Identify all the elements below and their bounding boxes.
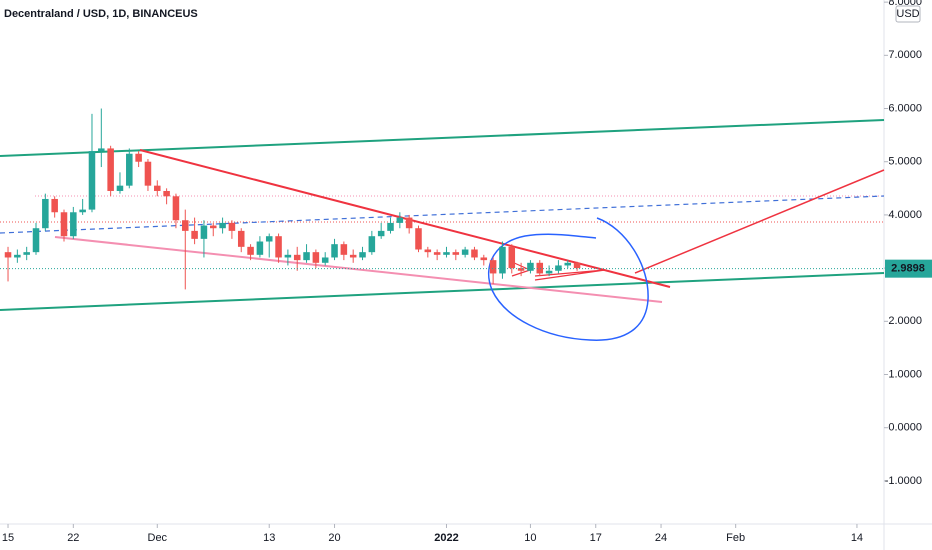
candle-body (70, 212, 77, 237)
candle-body (4, 252, 12, 258)
candle-body (508, 246, 516, 269)
candle-body (14, 254, 21, 258)
candle-body (517, 268, 525, 271)
candle-body (293, 254, 301, 261)
candle-body (377, 230, 385, 237)
candle-body (209, 225, 217, 229)
y-tick-label: 5.0000 (888, 156, 922, 168)
candle-body (144, 161, 152, 186)
y-tick-label: 8.0000 (888, 0, 922, 8)
x-tick-label: 17 (590, 532, 602, 544)
y-tick-label: 0.0000 (888, 422, 922, 434)
candle-body (545, 270, 553, 274)
candle-body (303, 252, 310, 261)
support-line (54, 236, 663, 303)
x-tick-label: 22 (67, 532, 79, 544)
candle-body (405, 217, 413, 229)
chart-title: Decentraland / USD, 1D, BINANCEUS (4, 8, 198, 20)
candle-body (312, 252, 320, 263)
candle-body (443, 252, 450, 255)
last-price-box (885, 259, 932, 278)
candle-body (396, 217, 404, 223)
candles (4, 108, 581, 290)
candle-body (154, 185, 161, 191)
y-tick-label: 6.0000 (888, 102, 922, 114)
candle-body (88, 151, 96, 210)
x-tick-label: Feb (726, 532, 745, 544)
candle-body (79, 209, 86, 213)
dashed-trendline (0, 195, 885, 234)
candle-body (126, 153, 133, 186)
candle-body (480, 257, 488, 261)
y-tick-label: 1.0000 (888, 368, 922, 380)
candle-body (331, 244, 338, 258)
candle-body (256, 241, 264, 255)
candle-body (536, 262, 544, 274)
candle-body (359, 252, 366, 258)
candle-body (237, 230, 245, 247)
candle-body (116, 185, 124, 191)
x-tick-label: 10 (524, 532, 536, 544)
y-tick-label: 7.0000 (888, 49, 922, 61)
candle-body (107, 148, 114, 191)
x-tick-label: 13 (263, 532, 275, 544)
x-tick-label: 20 (328, 532, 340, 544)
candle-body (321, 257, 329, 263)
x-tick-label: 15 (2, 532, 14, 544)
currency-label: USD (896, 8, 919, 20)
currency-box (895, 5, 921, 23)
candle-body (415, 228, 422, 250)
x-tick-label: Dec (148, 532, 168, 544)
candle-body (172, 196, 180, 221)
candle-body (452, 252, 460, 255)
candle-body (265, 236, 273, 242)
candle-body (60, 212, 68, 237)
y-tick-label: -1.0000 (885, 475, 922, 487)
candle-body (51, 198, 58, 213)
candle-body (555, 265, 562, 271)
resistance-line (139, 149, 671, 288)
y-tick-label: 4.0000 (888, 209, 922, 221)
candle-body (387, 222, 394, 231)
channel-upper (0, 119, 885, 157)
y-tick-label: 2.0000 (888, 315, 922, 327)
candle-body (527, 262, 534, 271)
candle-body (182, 220, 189, 231)
candle-body (219, 222, 226, 229)
candle-body (424, 249, 432, 253)
candle-body (275, 236, 282, 258)
x-tick-label: 14 (851, 532, 863, 544)
candle-body (247, 246, 254, 255)
candle-body (284, 254, 292, 258)
candle-body (573, 262, 581, 269)
candle-body (228, 222, 236, 231)
x-tick-label: 24 (655, 532, 667, 544)
candle-body (499, 246, 506, 274)
candle-body (191, 230, 198, 239)
candle-body (564, 262, 572, 266)
candle-body (461, 249, 469, 255)
last-price-label: 2.9898 (891, 263, 925, 275)
candle-body (368, 236, 376, 253)
x-tick-label: 2022 (434, 532, 458, 544)
candle-body (489, 260, 497, 274)
candle-body (32, 228, 40, 253)
candle-body (340, 244, 348, 255)
candle-body (349, 254, 357, 258)
projection-line (634, 169, 885, 274)
candle-body (433, 252, 441, 255)
drawings (0, 119, 885, 341)
candle-body (135, 153, 142, 162)
candle-body (98, 148, 105, 152)
candle-body (163, 190, 170, 197)
triangle-drawing (534, 269, 606, 281)
candle-body (471, 249, 478, 258)
candle-body (23, 252, 30, 255)
candle-body (200, 225, 208, 239)
circle-drawing (487, 217, 649, 341)
channel-lower (0, 272, 885, 311)
candle-body (42, 198, 49, 229)
